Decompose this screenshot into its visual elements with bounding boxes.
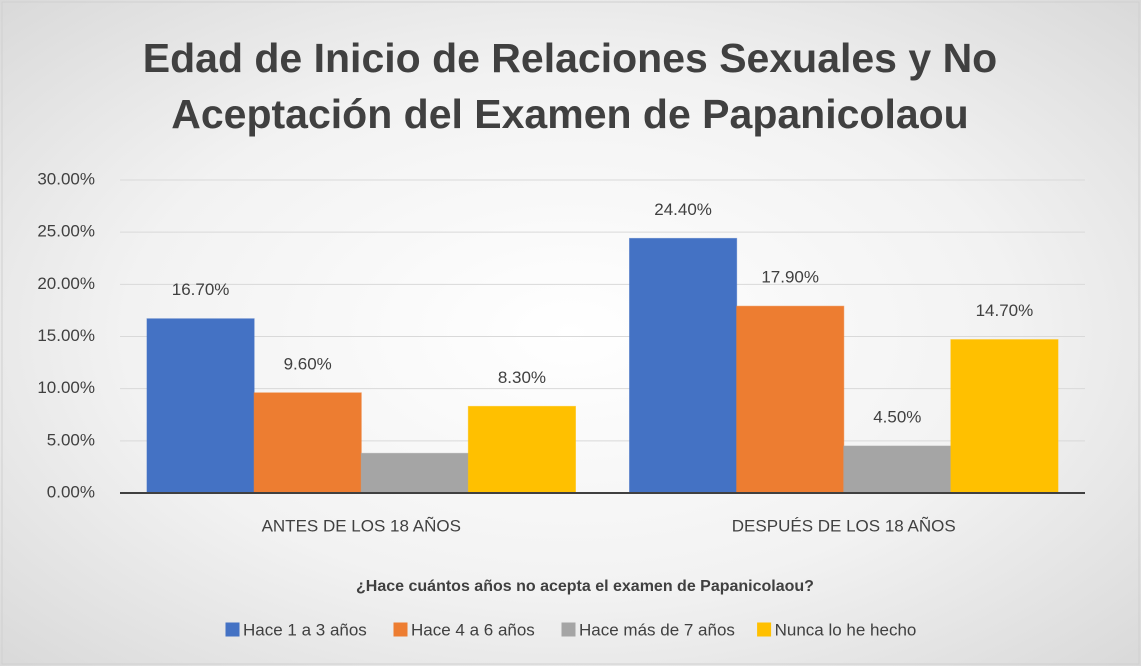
x-axis-title: ¿Hace cuántos años no acepta el examen d… (356, 578, 814, 595)
data-label: 14.70% (976, 301, 1034, 320)
bar (360, 452, 469, 494)
chart-title: Edad de Inicio de Relaciones Sexuales y … (142, 35, 998, 137)
data-label: 8.30% (498, 368, 546, 387)
y-tick-label: 25.00% (37, 222, 95, 241)
legend-label: Hace más de 7 años (579, 620, 735, 639)
y-tick-label: 5.00% (47, 430, 95, 449)
bar (629, 237, 738, 494)
y-tick-label: 30.00% (37, 169, 95, 188)
data-label: 24.40% (654, 200, 712, 219)
bar (950, 339, 1059, 494)
bar (843, 445, 952, 494)
data-label: 9.60% (284, 354, 332, 373)
bar (146, 318, 255, 494)
legend-swatch (757, 622, 772, 637)
legend-label: Hace 4 a 6 años (411, 620, 535, 639)
y-tick-label: 10.00% (37, 378, 95, 397)
bar (736, 305, 845, 494)
data-label: 4.50% (873, 408, 921, 427)
data-label: 17.90% (761, 268, 819, 287)
x-tick-label: DESPUÉS DE LOS 18 AÑOS (732, 516, 956, 535)
legend-swatch (561, 622, 576, 637)
legend-swatch (393, 622, 408, 637)
bar (253, 392, 362, 494)
x-tick-label: ANTES DE LOS 18 AÑOS (262, 516, 461, 535)
y-tick-label: 15.00% (37, 326, 95, 345)
legend-label: Hace 1 a 3 años (243, 620, 367, 639)
legend-swatch (225, 622, 240, 637)
legend-label: Nunca lo he hecho (775, 620, 917, 639)
data-label: 16.70% (172, 280, 230, 299)
y-tick-label: 0.00% (47, 482, 95, 501)
bar (467, 405, 576, 494)
y-tick-label: 20.00% (37, 274, 95, 293)
